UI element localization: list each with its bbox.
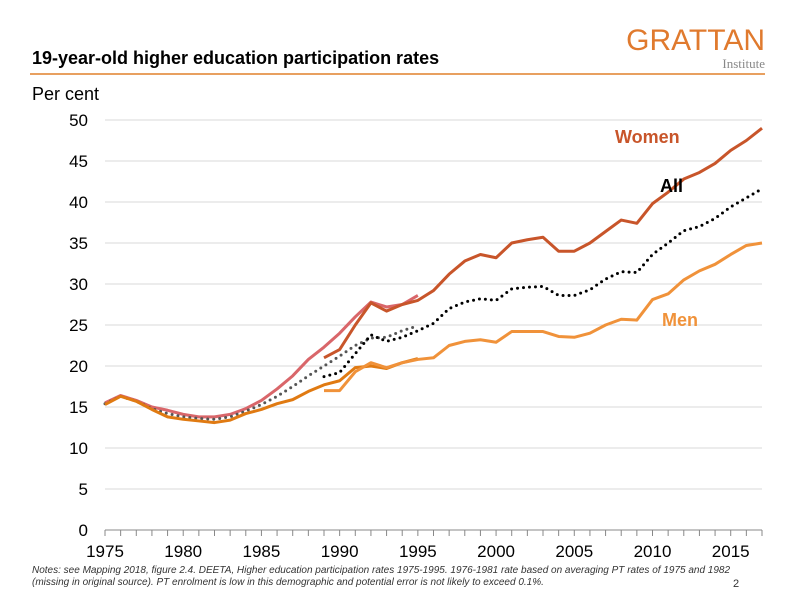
chart-title: 19-year-old higher education participati… bbox=[32, 48, 440, 68]
x-tick-label: 2010 bbox=[634, 542, 672, 561]
y-tick-label: 35 bbox=[69, 234, 88, 253]
x-tick-label: 1980 bbox=[164, 542, 202, 561]
y-tick-label: 50 bbox=[69, 111, 88, 130]
notes: Notes: see Mapping 2018, figure 2.4. DEE… bbox=[32, 565, 731, 588]
y-tick-label: 40 bbox=[69, 193, 88, 212]
x-tick-label: 2015 bbox=[712, 542, 750, 561]
y-tick-label: 10 bbox=[69, 439, 88, 458]
series-all bbox=[322, 187, 764, 379]
y-tick-label: 30 bbox=[69, 275, 88, 294]
series-women bbox=[323, 127, 763, 360]
page-number: 2 bbox=[733, 578, 740, 590]
series-men_early bbox=[104, 357, 419, 425]
y-axis-label: Per cent bbox=[32, 84, 100, 104]
y-tick-label: 5 bbox=[79, 480, 88, 499]
x-tick-label: 2005 bbox=[555, 542, 593, 561]
series-women_early bbox=[104, 294, 419, 419]
y-tick-label: 20 bbox=[69, 357, 88, 376]
x-tick-label: 1975 bbox=[86, 542, 124, 561]
series-men bbox=[324, 241, 763, 393]
y-tick-label: 45 bbox=[69, 152, 88, 171]
y-tick-label: 25 bbox=[69, 316, 88, 335]
logo-subtitle: Institute bbox=[722, 56, 765, 71]
title-divider bbox=[30, 73, 765, 75]
grattan-logo: GRATTAN bbox=[626, 24, 765, 57]
series-label-women: Women bbox=[615, 127, 680, 147]
x-tick-label: 1985 bbox=[243, 542, 281, 561]
series-label-all: All bbox=[660, 176, 683, 196]
x-tick-label: 1995 bbox=[399, 542, 437, 561]
x-tick-label: 2000 bbox=[477, 542, 515, 561]
x-tick-label: 1990 bbox=[321, 542, 359, 561]
y-tick-label: 0 bbox=[79, 521, 88, 540]
series-all_early bbox=[103, 324, 420, 421]
series-label-men: Men bbox=[662, 310, 698, 330]
y-tick-label: 15 bbox=[69, 398, 88, 417]
